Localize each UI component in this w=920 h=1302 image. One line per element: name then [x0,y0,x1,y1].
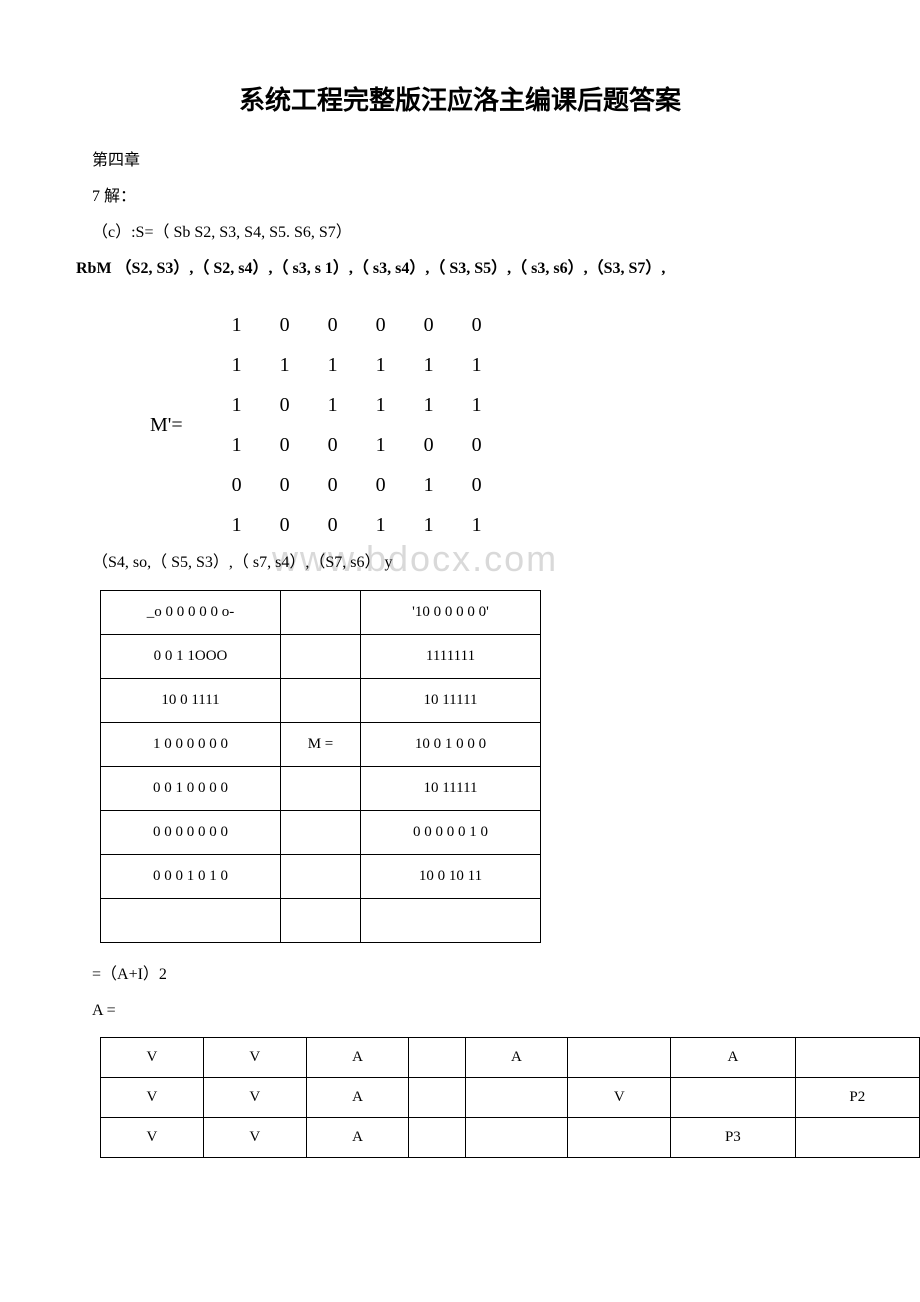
matrix-body: 100000 111111 101111 100100 000010 10011… [213,305,501,545]
table-row: 10 0 111110 11111 [101,678,541,722]
relation-line-2-wrap: www.bdocx.com （S4, so,（ S5, S3）,（ s7, s4… [60,549,860,578]
table-row: 0 0 0 0 0 0 00 0 0 0 0 1 0 [101,810,541,854]
transition-table: _o 0 0 0 0 0 o-'10 0 0 0 0 0' 0 0 1 1OOO… [100,590,541,943]
matrix-row: 100000 [213,305,501,345]
problem-label: 7 解： [60,181,860,213]
relation-line-1: RbM （S2, S3）,（ S2, s4）,（ s3, s 1）,（ s3, … [60,253,860,285]
table-row: VVAVP2 [101,1077,920,1117]
matrix-row: 101111 [213,385,501,425]
chapter-label: 第四章 [60,145,860,177]
matrix-row: 100111 [213,505,501,545]
relation-line-2: （S4, so,（ S5, S3）,（ s7, s4）,（S7, s6） y [92,554,393,571]
table-row: VVAP3 [101,1117,920,1157]
table-row: 0 0 0 1 0 1 010 0 10 11 [101,854,541,898]
table-row: _o 0 0 0 0 0 o-'10 0 0 0 0 0' [101,590,541,634]
table-row: 1 0 0 0 0 0 0M =10 0 1 0 0 0 [101,722,541,766]
matrix-label: M'= [150,414,183,437]
set-definition: （c）:S=（ Sb S2, S3, S4, S5. S6, S7） [60,217,860,249]
table-row [101,898,541,942]
table-row: VVAAA [101,1037,920,1077]
matrix-row: 111111 [213,345,501,385]
matrix-m-prime: M'= 100000 111111 101111 100100 000010 1… [150,305,860,545]
table-row: 0 0 1 1OOO1111111 [101,634,541,678]
va-table: VVAAA VVAVP2 VVAP3 [100,1037,920,1158]
page-title: 系统工程完整版汪应洛主编课后题答案 [60,80,860,117]
a-equals: A = [60,995,860,1027]
equation-aplusi: =（A+I）2 [60,959,860,991]
matrix-row: 100100 [213,425,501,465]
matrix-row: 000010 [213,465,501,505]
table-row: 0 0 1 0 0 0 010 11111 [101,766,541,810]
